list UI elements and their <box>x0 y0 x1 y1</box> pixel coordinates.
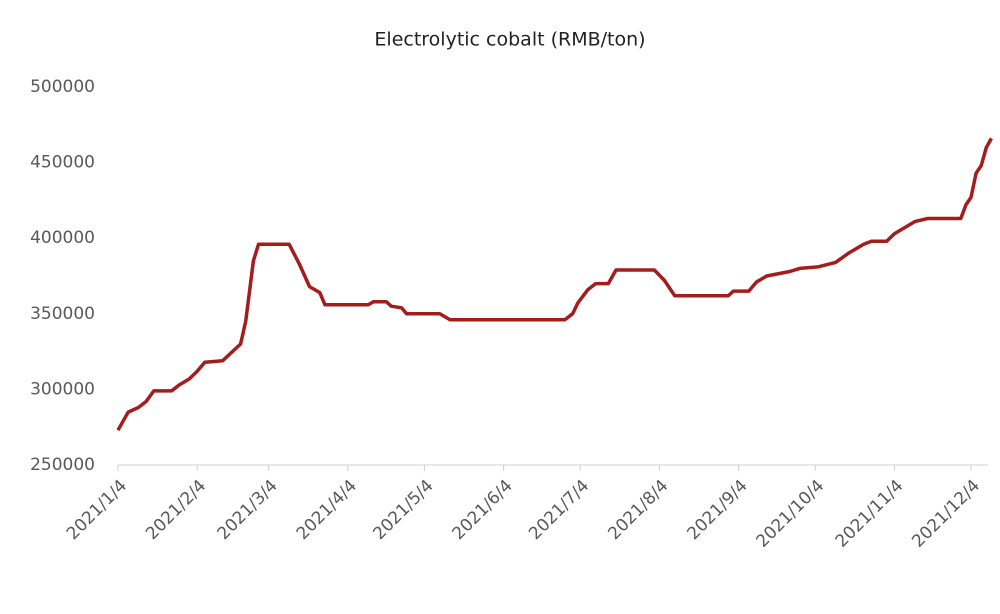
x-tick-label: 2021/6/4 <box>449 476 517 544</box>
x-tick-label: 2021/10/4 <box>753 476 829 552</box>
y-tick-label: 500000 <box>30 77 95 97</box>
y-tick-label: 250000 <box>30 455 95 475</box>
x-tick-label: 2021/5/4 <box>369 476 437 544</box>
x-tick-label: 2021/11/4 <box>832 476 908 552</box>
x-tick-label: 2021/7/4 <box>525 476 593 544</box>
line <box>116 137 993 432</box>
x-tick-label: 2021/1/4 <box>63 476 131 544</box>
y-tick-label: 300000 <box>30 379 95 399</box>
x-tick-label: 2021/3/4 <box>214 476 282 544</box>
chart-title: Electrolytic cobalt (RMB/ton) <box>374 29 645 51</box>
y-tick-label: 450000 <box>30 153 95 173</box>
x-tick-label: 2021/4/4 <box>293 476 361 544</box>
x-tick-label: 2021/12/4 <box>908 476 984 552</box>
x-tick-label: 2021/2/4 <box>142 476 210 544</box>
y-tick-label: 400000 <box>30 228 95 248</box>
x-tick-label: 2021/9/4 <box>684 476 752 544</box>
x-tick-label: 2021/8/4 <box>604 476 672 544</box>
y-tick-label: 350000 <box>30 304 95 324</box>
